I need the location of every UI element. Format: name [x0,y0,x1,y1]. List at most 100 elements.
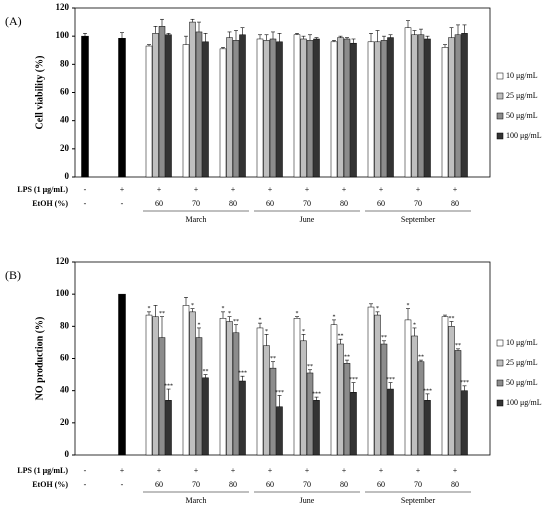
lps-value: + [453,466,458,475]
etoh-value: 70 [192,480,200,489]
bar [189,311,196,456]
etoh-value: - [121,199,124,208]
y-tick-label: 40 [60,115,70,125]
bar [461,390,468,456]
etoh-value: 70 [414,480,422,489]
bar [417,361,425,456]
etoh-value: 60 [266,480,274,489]
y-tick-label: 120 [56,2,70,12]
significance: ** [307,364,313,370]
bar [461,33,468,178]
bar [226,321,233,456]
lps-value: + [157,185,162,194]
bar [300,38,307,178]
bar [152,316,159,456]
etoh-value: 80 [229,480,237,489]
significance: * [296,311,299,317]
bar [367,41,375,178]
bar [202,41,209,178]
bar [441,47,449,178]
bar [195,31,203,178]
significance: * [259,317,262,323]
bar [232,40,240,178]
lps-row-label: LPS (1 μg/mL) [17,466,68,475]
bar [330,41,338,178]
month-label: September [401,496,436,505]
legend-swatch [496,399,504,407]
bar [276,41,283,178]
y-tick-label: 100 [56,30,70,40]
y-tick-label: 20 [60,143,70,153]
bar [306,372,314,456]
significance: *** [312,391,321,397]
lps-row-label: LPS (1 μg/mL) [17,185,68,194]
lps-value: - [84,185,87,194]
lps-value: + [453,185,458,194]
y-tick-label: 80 [60,58,70,68]
bar [145,314,153,456]
bar [81,35,89,178]
etoh-value: 70 [303,480,311,489]
legend-swatch [496,112,504,120]
significance: *** [386,377,395,383]
lps-value: + [120,185,125,194]
bar [189,21,196,178]
significance: ** [270,356,276,362]
lps-value: + [268,185,273,194]
bar [411,335,418,456]
lps-value: + [342,185,347,194]
lps-value: + [379,466,384,475]
lps-value: + [194,466,199,475]
month-label: June [300,215,315,224]
bar [269,38,277,178]
bar [404,27,412,178]
bar [411,34,418,178]
month-label: March [186,496,207,505]
bar [313,38,320,178]
etoh-row-label: EtOH (%) [32,199,68,208]
significance: *** [164,383,173,389]
significance: * [228,311,231,317]
bar [441,316,449,456]
bar [263,345,270,456]
legend-label: 50 μg/mL [506,378,538,387]
etoh-value: 80 [451,199,459,208]
significance: ** [381,335,387,341]
bar [293,318,301,456]
legend-swatch [496,359,504,367]
significance: *** [238,371,247,377]
bar [337,37,344,178]
significance: * [265,329,268,335]
lps-value: + [305,466,310,475]
etoh-value: - [121,480,124,489]
bar [118,293,126,456]
legend-label: 25 μg/mL [506,358,538,367]
y-tick-label: 100 [56,288,70,298]
legend-label: 10 μg/mL [506,71,538,80]
significance: * [413,322,416,328]
bar [232,332,240,456]
significance: ** [203,369,209,375]
significance: ** [455,343,461,349]
legend-label: 50 μg/mL [506,111,538,120]
significance: * [191,303,194,309]
y-tick-label: 120 [56,256,70,266]
bar [256,327,264,456]
etoh-value: 80 [229,199,237,208]
y-tick-label: 0 [65,449,70,459]
bar [158,337,166,456]
bar [165,400,172,456]
bar [239,34,246,178]
lps-value: + [157,466,162,475]
y-tick-label: 20 [60,417,70,427]
significance: *** [423,388,432,394]
bar [417,34,425,178]
bar [158,26,166,178]
y-axis-label: NO production (%) [34,317,45,401]
month-label: March [186,215,207,224]
bar [424,38,431,178]
bar [118,38,126,178]
bar [380,40,388,178]
y-tick-label: 40 [60,385,70,395]
legend-swatch [496,339,504,347]
